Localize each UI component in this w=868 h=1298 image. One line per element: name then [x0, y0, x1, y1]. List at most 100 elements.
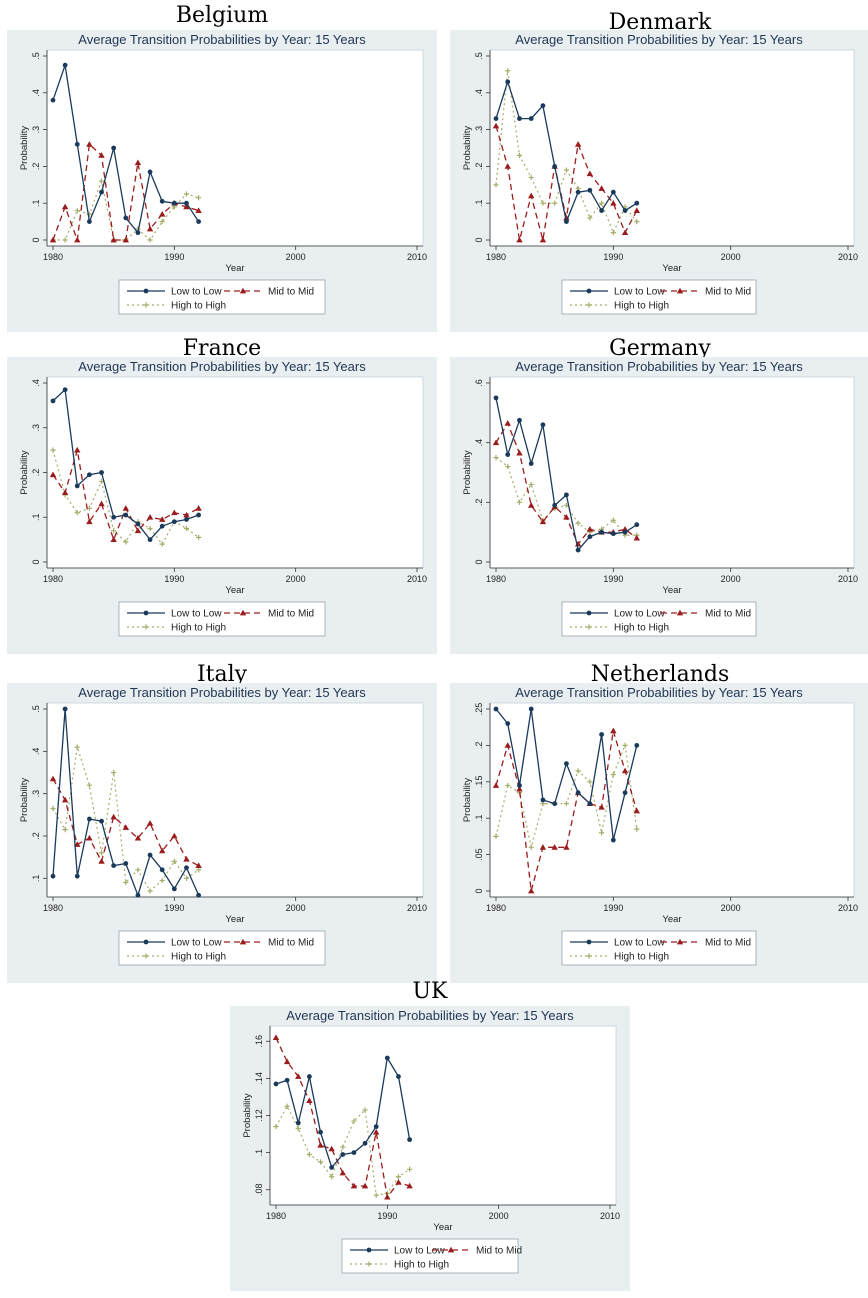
legend-label-mid: Mid to Mid: [705, 938, 751, 949]
data-point-mid: [339, 1169, 346, 1176]
legend-label-high: High to High: [614, 623, 669, 634]
data-point-high: [196, 195, 202, 201]
data-point-low: [99, 189, 104, 195]
data-point-mid: [134, 527, 142, 534]
x-tick-label: 1980: [486, 252, 506, 262]
data-point-low: [159, 867, 165, 873]
y-tick-label: .2: [474, 742, 484, 750]
y-tick-label: .5: [31, 705, 41, 713]
x-tick-label: 1990: [603, 903, 623, 913]
data-point-high: [295, 1125, 301, 1132]
data-point-high: [123, 879, 129, 886]
data-point-low: [340, 1152, 346, 1157]
x-tick-label: 1980: [486, 903, 506, 913]
data-point-mid: [610, 727, 617, 734]
data-point-mid: [492, 122, 500, 129]
series-mid: [49, 446, 202, 543]
data-point-low: [50, 873, 56, 879]
legend-label-low: Low to Low: [614, 287, 665, 298]
x-tick-label: 1990: [164, 903, 184, 913]
data-point-low: [50, 97, 56, 103]
y-tick-label: .05: [474, 848, 484, 861]
legend-marker-high: [143, 624, 149, 630]
chart-svg-france: Average Transition Probabilities by Year…: [19, 359, 427, 637]
legend-marker-mid: [239, 287, 247, 294]
data-point-low: [505, 452, 511, 457]
data-point-low: [74, 483, 80, 489]
data-point-mid: [110, 236, 117, 243]
data-point-low: [295, 1120, 301, 1126]
data-point-low: [123, 861, 129, 866]
data-point-mid: [528, 192, 535, 199]
legend-marker-mid: [676, 609, 684, 616]
data-point-low: [599, 208, 604, 213]
data-point-high: [493, 833, 499, 839]
legend-marker-mid: [239, 938, 247, 945]
legend-marker-mid: [447, 1246, 455, 1253]
data-point-low: [135, 521, 141, 527]
series-low: [50, 387, 202, 543]
series-low: [493, 79, 640, 225]
chart-title: Average Transition Probabilities by Year…: [286, 1008, 574, 1023]
y-tick-label: .2: [474, 163, 484, 171]
data-point-high: [147, 888, 153, 894]
data-point-high: [505, 68, 511, 74]
x-axis-label: Year: [662, 914, 681, 925]
data-point-low: [634, 743, 640, 748]
y-tick-label: .5: [474, 52, 484, 60]
legend-box: [118, 279, 326, 315]
data-point-mid: [598, 185, 605, 191]
data-point-low: [610, 531, 616, 537]
data-point-mid: [159, 847, 166, 854]
data-point-low: [552, 502, 558, 508]
data-point-mid: [272, 1034, 280, 1040]
data-point-low: [599, 732, 604, 737]
data-point-low: [634, 522, 640, 528]
data-point-low: [622, 790, 628, 796]
x-tick-label: 1990: [164, 252, 184, 262]
data-point-mid: [61, 796, 69, 803]
x-tick-label: 2010: [838, 903, 858, 913]
data-point-mid: [146, 225, 154, 232]
data-point-mid: [621, 229, 629, 236]
data-point-low: [587, 187, 593, 193]
data-point-low: [505, 721, 511, 726]
y-tick-label: .5: [31, 52, 41, 60]
y-axis-label: Probability: [19, 450, 30, 495]
legend-box: [118, 601, 326, 637]
data-point-low: [159, 523, 165, 529]
legend-label-low: Low to Low: [171, 938, 222, 949]
data-point-high: [74, 744, 80, 750]
data-point-low: [329, 1165, 335, 1170]
chart-panel-italy: Average Transition Probabilities by Year…: [7, 683, 437, 983]
x-tick-label: 2000: [721, 903, 741, 913]
data-point-mid: [516, 449, 523, 456]
data-point-low: [307, 1074, 312, 1079]
data-point-high: [493, 182, 499, 188]
legend-marker-high: [143, 953, 149, 959]
x-axis-label: Year: [225, 585, 244, 596]
data-point-high: [171, 858, 177, 864]
data-point-high: [552, 200, 558, 206]
y-tick-label: .1: [254, 1149, 264, 1157]
data-point-mid: [122, 505, 129, 511]
data-point-mid: [49, 471, 57, 478]
data-point-low: [564, 492, 569, 498]
legend-marker-low: [143, 610, 149, 616]
data-point-mid: [621, 525, 629, 532]
y-axis-label: Probability: [462, 126, 473, 171]
data-point-high: [493, 454, 499, 461]
data-point-mid: [621, 767, 629, 774]
data-point-low: [147, 169, 153, 175]
series-low: [493, 395, 640, 553]
data-point-mid: [563, 514, 570, 520]
data-point-low: [564, 761, 569, 766]
legend: Low to Low Mid to Mid High to High: [118, 930, 326, 966]
data-point-high: [563, 801, 569, 807]
data-point-low: [351, 1150, 357, 1156]
legend-label-low: Low to Low: [171, 287, 222, 298]
data-point-mid: [159, 516, 166, 522]
data-point-mid: [504, 742, 511, 748]
data-point-low: [87, 219, 92, 225]
data-point-mid: [633, 207, 640, 213]
